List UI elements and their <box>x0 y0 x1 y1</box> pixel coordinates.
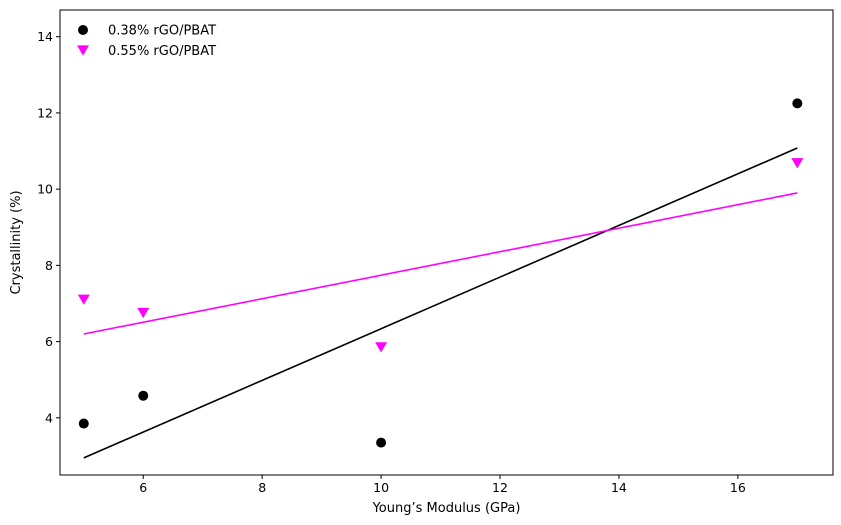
fit-line-series-1 <box>83 147 798 459</box>
x-tick-label: 16 <box>730 480 746 495</box>
data-point-series-1 <box>376 437 387 448</box>
x-tick-label: 12 <box>492 480 508 495</box>
y-tick-label: 8 <box>45 258 53 273</box>
plot-frame <box>59 9 834 476</box>
fit-line-series-2 <box>83 192 798 335</box>
y-tick-label: 4 <box>45 410 53 425</box>
data-point-series-1 <box>138 390 149 401</box>
y-tick-label: 12 <box>37 105 53 120</box>
x-axis-ticks: 6 8 10 12 14 16 <box>139 475 746 495</box>
data-point-series-1 <box>78 418 89 429</box>
x-tick-label: 6 <box>139 480 147 495</box>
y-axis-ticks: 4 6 8 10 12 14 <box>37 29 60 425</box>
y-axis-title: Crystallinity (%) <box>9 190 24 294</box>
fit-lines <box>83 147 798 459</box>
legend-marker-series-1 <box>78 25 88 35</box>
x-axis-title: Young’s Modulus (GPa) <box>372 501 521 516</box>
x-tick-label: 14 <box>611 480 627 495</box>
data-points <box>77 98 804 448</box>
data-point-series-1 <box>792 98 803 109</box>
y-tick-label: 6 <box>45 334 53 349</box>
y-tick-label: 10 <box>37 182 53 197</box>
data-point-series-2 <box>375 342 388 353</box>
legend-marker-series-2 <box>77 45 89 56</box>
x-tick-label: 10 <box>373 480 389 495</box>
x-tick-label: 8 <box>258 480 266 495</box>
legend: 0.38% rGO/PBAT 0.55% rGO/PBAT <box>77 24 216 59</box>
data-point-series-2 <box>137 307 150 319</box>
y-tick-label: 14 <box>37 29 53 44</box>
data-point-series-2 <box>77 294 90 305</box>
legend-label-series-1: 0.38% rGO/PBAT <box>108 24 216 39</box>
legend-label-series-2: 0.55% rGO/PBAT <box>108 44 216 59</box>
data-point-series-2 <box>791 158 804 169</box>
